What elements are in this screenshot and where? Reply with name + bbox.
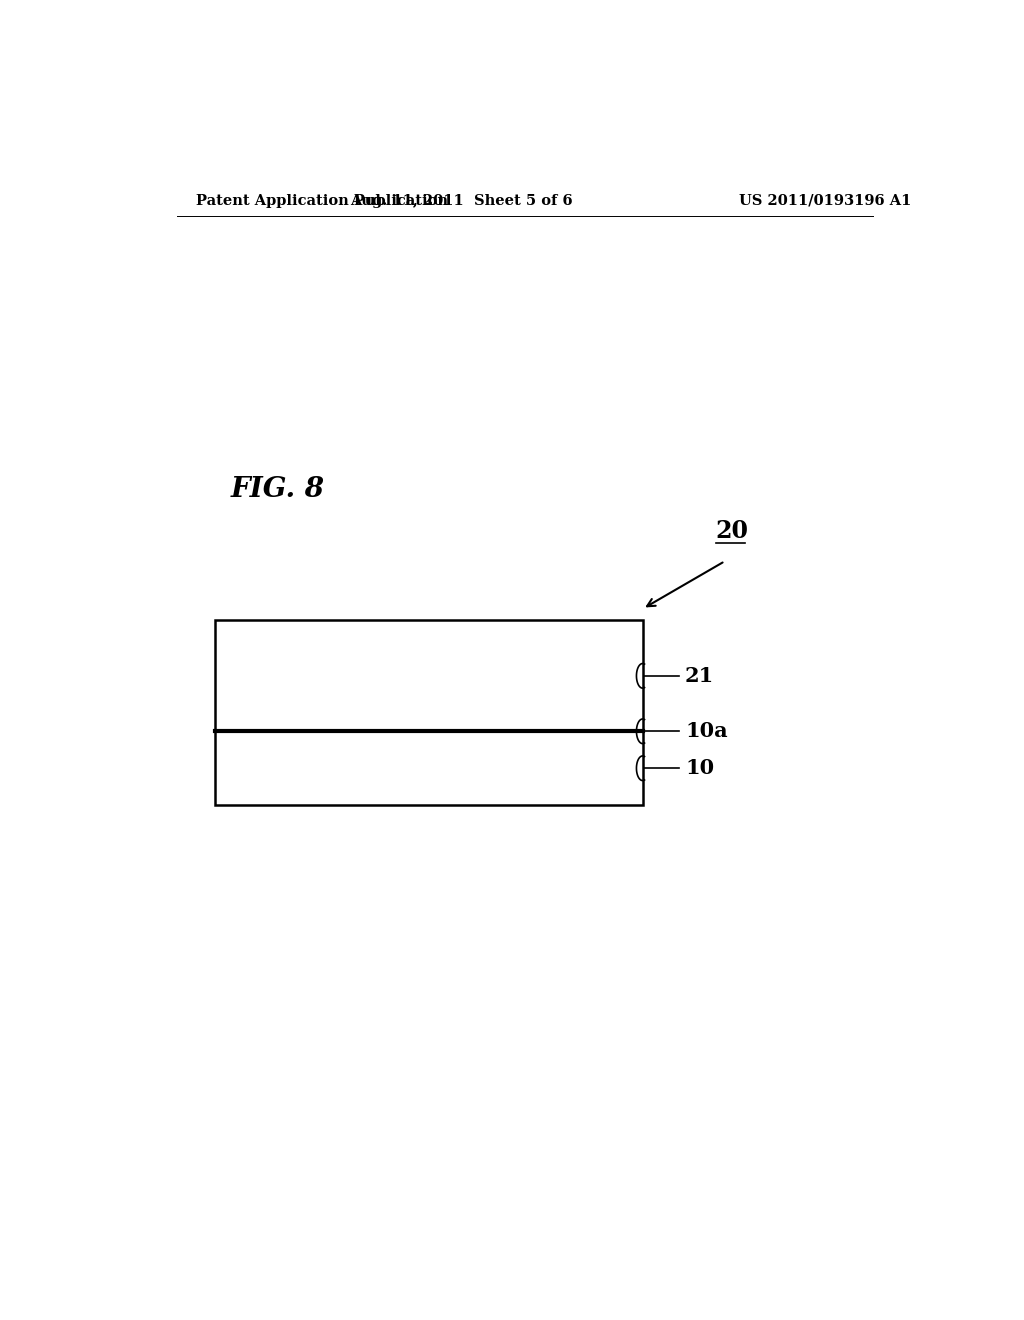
Text: Aug. 11, 2011  Sheet 5 of 6: Aug. 11, 2011 Sheet 5 of 6	[350, 194, 573, 207]
Text: US 2011/0193196 A1: US 2011/0193196 A1	[739, 194, 911, 207]
Text: FIG. 8: FIG. 8	[230, 477, 325, 503]
Text: 21: 21	[685, 665, 714, 686]
Text: 10: 10	[685, 758, 714, 779]
Text: 20: 20	[716, 519, 749, 544]
Bar	[215, 620, 643, 805]
Text: Patent Application Publication: Patent Application Publication	[196, 194, 449, 207]
Text: 10a: 10a	[685, 721, 728, 742]
